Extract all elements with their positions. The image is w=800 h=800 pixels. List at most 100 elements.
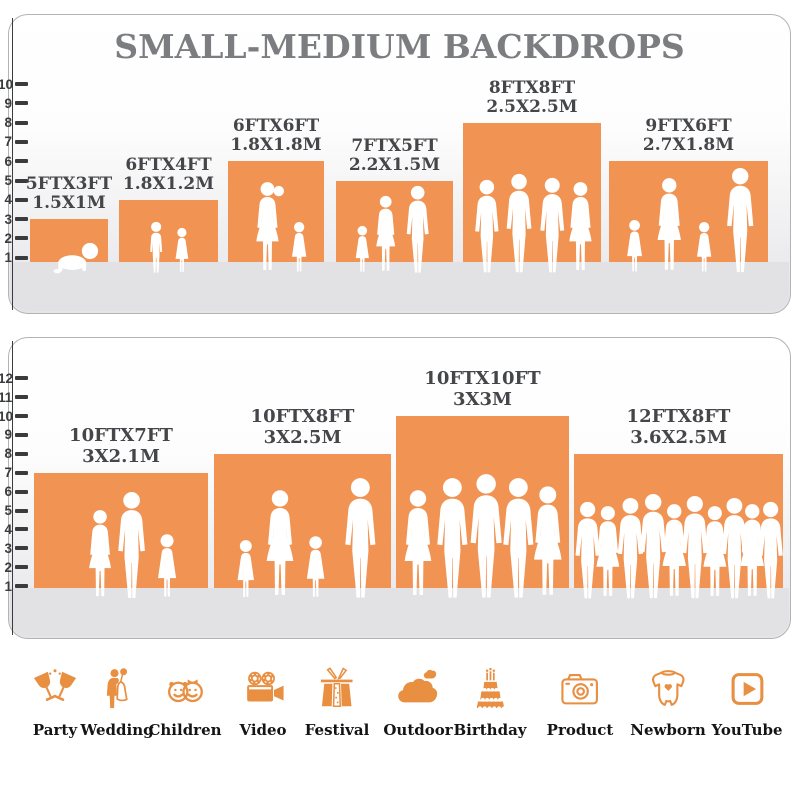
- axis-tick: 7: [0, 134, 28, 150]
- tick-mark: [14, 120, 28, 125]
- axis-tick: 3: [0, 211, 28, 227]
- category-label: Video: [239, 721, 287, 739]
- man-silhouette: [407, 185, 429, 273]
- tick-label: 3: [4, 540, 12, 556]
- girl-silhouette: [355, 225, 369, 272]
- size-meters: 1.8X1.8M: [230, 135, 322, 156]
- woman-silhouette: [376, 195, 396, 271]
- bar-size-label: 8FTX8FT 2.5X2.5M: [486, 78, 578, 117]
- tick-mark: [14, 508, 28, 513]
- tick-label: 10: [0, 76, 14, 92]
- category-row: Party Wedding Children Video Festival Outdoor…: [0, 660, 800, 770]
- tick-mark: [14, 414, 28, 418]
- y-axis-line: [11, 18, 14, 310]
- tick-label: 3: [4, 211, 12, 227]
- size-feet: 10FTX10FT: [424, 368, 541, 389]
- tick-label: 6: [4, 484, 12, 500]
- axis-tick: 3: [0, 540, 28, 556]
- axis-tick: 5: [0, 503, 28, 519]
- size-meters: 1.8X1.2M: [122, 173, 215, 194]
- man-silhouette: [344, 478, 376, 598]
- tick-label: 9: [4, 95, 12, 111]
- category-label: Festival: [304, 721, 370, 739]
- man-silhouette: [726, 167, 754, 273]
- axis-tick: 2: [0, 230, 28, 246]
- newborn-icon: [651, 670, 685, 706]
- tick-mark: [14, 178, 28, 183]
- bar-size-label: 9FTX6FT 2.7X1.8M: [643, 117, 734, 155]
- panel-small-backdrops: SMALL-MEDIUM BACKDROPS 10 9 8 7 6 5 4 3 2 1 5FTX3…: [0, 14, 791, 314]
- tick-mark: [14, 470, 28, 475]
- bar-size-label: 6FTX4FT 1.8X1.2M: [122, 155, 215, 194]
- tick-mark: [14, 139, 28, 144]
- tick-label: 2: [4, 230, 12, 246]
- tick-label: 6: [4, 153, 12, 169]
- size-meters: 2.5X2.5M: [486, 96, 578, 117]
- backdrop-bar: [336, 180, 453, 262]
- tick-mark: [14, 82, 28, 86]
- tick-mark: [14, 565, 28, 570]
- size-feet: 10FTX8FT: [250, 405, 355, 427]
- category-outdoor: Outdoor: [383, 666, 453, 739]
- axis-tick: 8: [0, 446, 28, 462]
- tick-mark: [14, 432, 28, 437]
- tick-mark: [14, 159, 28, 164]
- axis-tick: 12: [0, 370, 28, 386]
- tick-label: 9: [4, 427, 12, 443]
- tick-mark: [14, 546, 28, 551]
- tick-mark: [14, 217, 28, 222]
- tick-label: 8: [4, 446, 12, 462]
- baby-silhouette: [53, 242, 98, 274]
- size-feet: 7FTX5FT: [351, 135, 438, 156]
- size-feet: 6FTX6FT: [232, 116, 320, 137]
- category-party: Party: [32, 666, 78, 739]
- size-feet: 12FTX8FT: [626, 405, 731, 427]
- woman-silhouette: [568, 182, 592, 270]
- axis-tick: 9: [0, 95, 28, 111]
- bar-size-label: 7FTX5FT 2.2X1.5M: [348, 135, 441, 175]
- size-meters: 3.6X2.5M: [630, 426, 727, 448]
- woman-baby-silhouette: [249, 181, 288, 275]
- size-meters: 2.2X1.5M: [348, 154, 441, 175]
- axis-tick: 10: [0, 408, 28, 424]
- axis-tick: 7: [0, 465, 28, 481]
- bar-size-label: 6FTX6FT 1.8X1.8M: [230, 117, 321, 155]
- tick-mark: [14, 489, 28, 494]
- girl-silhouette: [627, 220, 643, 272]
- tick-mark: [14, 236, 28, 241]
- ground-strip: [10, 262, 789, 311]
- youtube-icon: [731, 673, 763, 705]
- tick-mark: [14, 197, 28, 202]
- man-silhouette: [758, 501, 784, 599]
- tick-label: 5: [4, 503, 12, 518]
- tick-label: 7: [4, 465, 12, 481]
- tick-label: 4: [4, 192, 12, 208]
- category-wedding: Wedding: [80, 666, 154, 739]
- outdoor-icon: [397, 669, 437, 703]
- wedding-icon: [105, 667, 128, 710]
- size-meters: 3X2.1M: [82, 445, 160, 467]
- product-icon: [561, 674, 599, 705]
- tick-label: 1: [4, 578, 12, 594]
- axis-tick: 1: [0, 250, 28, 266]
- bar-size-label: 10FTX10FT 3X3M: [424, 368, 540, 410]
- axis-tick: 2: [0, 559, 28, 575]
- axis-tick: 1: [0, 578, 28, 594]
- size-meters: 3X2.5M: [263, 426, 342, 448]
- tick-label: 12: [0, 370, 14, 386]
- backdrop-bar: [119, 199, 218, 262]
- axis-tick: 11: [0, 389, 28, 405]
- tick-label: 1: [4, 250, 12, 266]
- tick-label: 4: [4, 521, 12, 537]
- category-label: YouTube: [711, 721, 783, 739]
- tick-label: 7: [4, 134, 12, 150]
- party-icon: [33, 669, 77, 703]
- size-meters: 1.5X1M: [32, 193, 106, 214]
- girl-silhouette: [237, 540, 255, 597]
- video-icon: [246, 671, 284, 702]
- category-newborn: Newborn: [630, 666, 706, 739]
- bar-size-label: 12FTX8FT 3.6X2.5M: [627, 406, 731, 448]
- tick-mark: [14, 101, 28, 106]
- festival-icon: [320, 667, 354, 708]
